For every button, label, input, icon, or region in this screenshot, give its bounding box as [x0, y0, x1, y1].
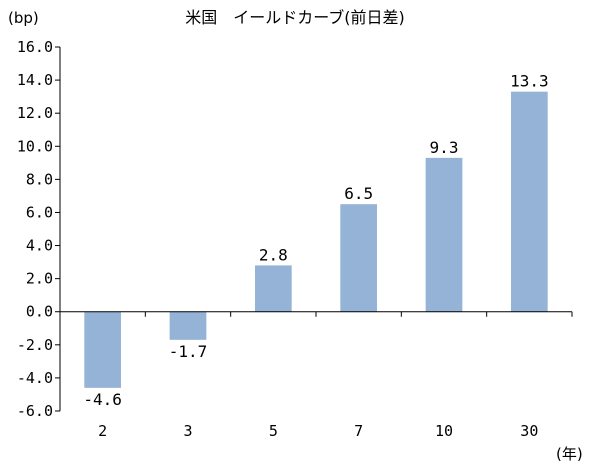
- bar: [340, 204, 378, 312]
- data-label: -1.7: [169, 342, 208, 361]
- x-tick-label: 2: [98, 422, 107, 440]
- bar: [254, 265, 292, 312]
- data-label: 13.3: [510, 72, 549, 91]
- y-tick-label: -4.0: [17, 369, 53, 387]
- y-tick-label: 14.0: [17, 71, 53, 89]
- data-label: 6.5: [344, 184, 373, 203]
- y-tick-label: 10.0: [17, 137, 53, 155]
- x-tick-label: 30: [520, 422, 538, 440]
- x-tick-label: 3: [183, 422, 192, 440]
- x-unit-label: (年): [556, 445, 583, 463]
- y-tick-label: -6.0: [17, 402, 53, 420]
- y-tick-label: 2.0: [26, 270, 53, 288]
- y-tick-label: 8.0: [26, 170, 53, 188]
- y-tick-label: 4.0: [26, 237, 53, 255]
- y-tick-label: 0.0: [26, 303, 53, 321]
- plot-area: 16.0 14.0 12.0 10.0 8.0 6.0 4.0 2.0 0.0 -2.0 -4.0 -…: [17, 38, 573, 440]
- data-label: 2.8: [259, 245, 288, 264]
- y-tick-label: 12.0: [17, 104, 53, 122]
- x-tick-label: 7: [354, 422, 363, 440]
- chart-title: 米国 イールドカーブ(前日差): [185, 8, 405, 27]
- data-label: -4.6: [83, 390, 122, 409]
- bar: [169, 311, 207, 340]
- data-label: 9.3: [430, 138, 459, 157]
- x-tick-label: 5: [269, 422, 278, 440]
- y-tick-label: 6.0: [26, 203, 53, 221]
- y-tick-label: 16.0: [17, 38, 53, 56]
- bar: [425, 157, 463, 312]
- x-tick-label: 10: [435, 422, 453, 440]
- bar: [84, 311, 122, 388]
- y-tick-label: -2.0: [17, 336, 53, 354]
- y-unit-label: (bp): [8, 9, 39, 27]
- bar: [510, 91, 548, 312]
